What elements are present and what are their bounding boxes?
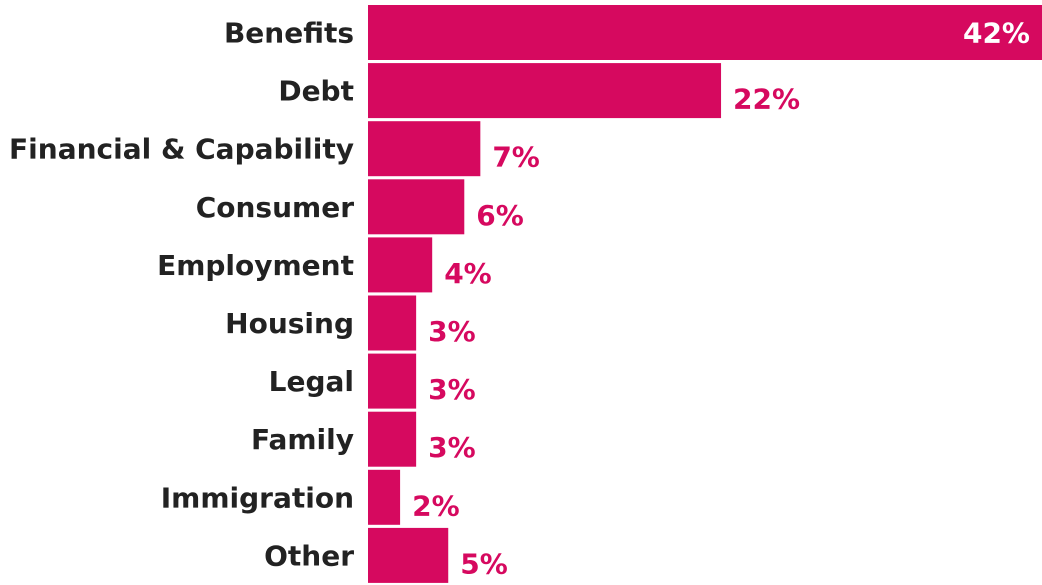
- category-label: Consumer: [196, 191, 354, 224]
- bar-8: [368, 469, 401, 525]
- bar-5: [368, 295, 417, 351]
- value-label: 4%: [444, 257, 492, 290]
- value-label: 22%: [733, 83, 800, 116]
- value-label: 42%: [963, 17, 1030, 50]
- bar-2: [368, 121, 481, 177]
- bars-group: [368, 5, 1042, 583]
- bar-6: [368, 353, 417, 409]
- bar-9: [368, 527, 449, 583]
- category-label: Other: [264, 539, 354, 572]
- bar-0: [368, 5, 1042, 60]
- bar-4: [368, 237, 433, 293]
- bar-7: [368, 411, 417, 467]
- category-label: Family: [251, 423, 354, 456]
- category-labels-group: Benefits Debt Financial & Capability Consum…: [9, 17, 354, 573]
- bar-3: [368, 179, 465, 235]
- value-label: 6%: [476, 199, 524, 232]
- category-label: Benefits: [224, 17, 354, 50]
- value-label: 7%: [492, 141, 540, 174]
- category-label: Legal: [269, 365, 354, 398]
- value-label: 5%: [460, 547, 508, 580]
- bar-1: [368, 63, 722, 119]
- value-label: 3%: [428, 431, 476, 464]
- value-label: 3%: [428, 315, 476, 348]
- category-label: Housing: [225, 307, 354, 340]
- category-label: Employment: [157, 249, 354, 282]
- category-label: Debt: [278, 75, 354, 108]
- category-label: Immigration: [161, 481, 354, 514]
- value-label: 3%: [428, 373, 476, 406]
- category-label: Financial & Capability: [9, 133, 354, 166]
- value-labels-group: 42% 22% 7% 6% 4% 3% 3% 3% 2%5%: [412, 17, 1030, 581]
- value-label: 2%: [412, 489, 460, 522]
